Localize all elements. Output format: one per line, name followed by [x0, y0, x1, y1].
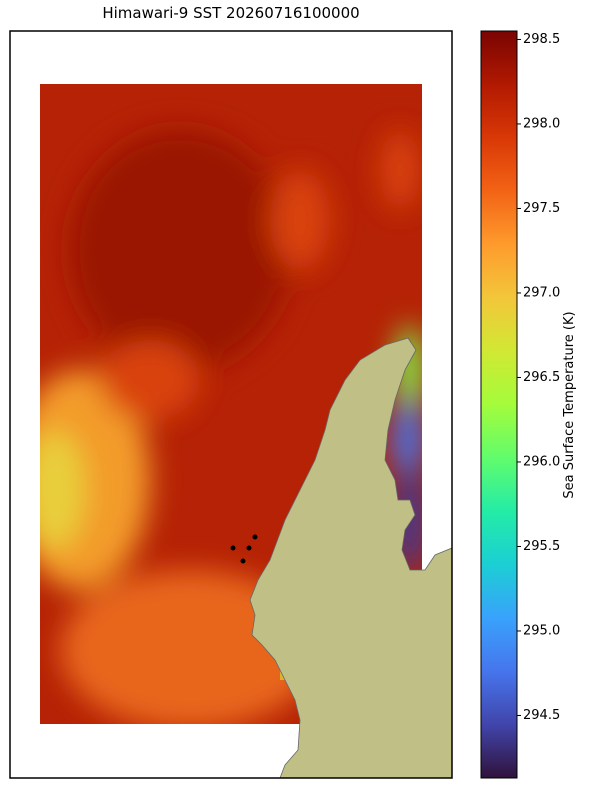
station-dots [230, 534, 258, 564]
map-frame [9, 30, 453, 779]
colorbar-tick-label: 297.0 [523, 285, 560, 300]
colorbar-tick-label: 295.0 [523, 623, 560, 638]
colorbar [480, 30, 518, 779]
colorbar-tick-label: 294.5 [523, 708, 560, 723]
colorbar-tick-label: 298.0 [523, 116, 560, 131]
colorbar-tick-label: 297.5 [523, 201, 560, 216]
land [249, 337, 453, 779]
colorbar-tick-label: 296.5 [523, 370, 560, 385]
colorbar-tick-label: 298.5 [523, 32, 560, 47]
colorbar-tick-label: 295.5 [523, 539, 560, 554]
map-title: Himawari-9 SST 20260716100000 [102, 4, 359, 22]
colorbar-label: Sea Surface Temperature (K) [562, 311, 577, 498]
colorbar-tick-label: 296.0 [523, 454, 560, 469]
